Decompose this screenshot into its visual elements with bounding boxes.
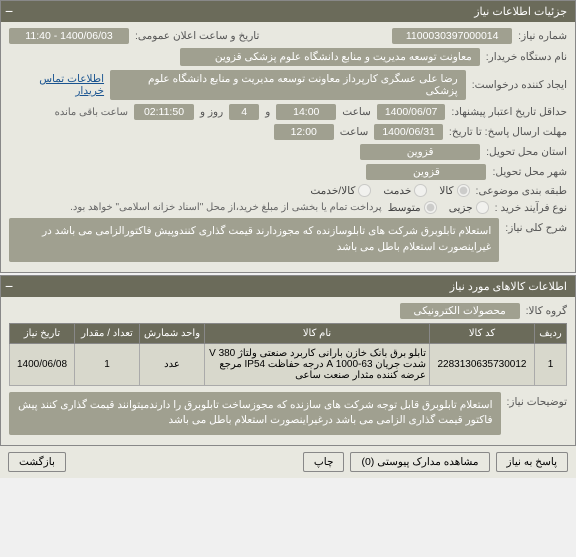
buyer-org-value: معاونت توسعه مدیریت و منابع دانشگاه علوم… [180,48,480,66]
public-datetime-label: تاریخ و ساعت اعلان عمومی: [135,30,259,42]
td-code: 2283130635730012 [430,343,535,385]
cat-both-label: کالا/خدمت [310,185,355,197]
attachments-button[interactable]: مشاهده مدارک پیوستی (0) [350,452,489,472]
group-label: گروه کالا: [526,305,567,317]
td-date: 1400/06/08 [10,343,75,385]
table-row: 12283130635730012تابلو برق بانک خازن بار… [10,343,567,385]
buy-type-label: نوع فرآیند خرید : [495,202,567,214]
summary-label: شرح کلی نیاز: [505,218,567,234]
cat-both-item: کالا/خدمت [310,184,371,197]
days-unit: روز و [200,106,223,118]
summary-value: استعلام تابلوبرق شرکت های تابلوسازنده که… [9,218,499,262]
print-button[interactable]: چاپ [303,452,345,472]
deadline-time: 14:00 [276,104,336,120]
bt-mid-item: متوسط [388,201,437,214]
city-value: قزوین [366,164,486,180]
td-row: 1 [535,343,567,385]
table-header-row: ردیف کد کالا نام کالا واحد شمارش تعداد /… [10,323,567,343]
buy-type-radios: جزیی متوسط [388,201,489,214]
days-count: 4 [229,104,259,120]
td-name: تابلو برق بانک خازن بارانی کاربرد صنعتی … [205,343,430,385]
province-label: استان محل تحویل: [486,146,567,158]
remaining-label: ساعت باقی مانده [55,107,128,118]
cat-goods-radio [457,184,470,197]
group-value: محصولات الکترونیکی [400,303,520,319]
th-unit: واحد شمارش [140,323,205,343]
province-value: قزوین [360,144,480,160]
buyer-org-label: نام دستگاه خریدار: [486,51,567,63]
deadline-label: حداقل تاریخ اعتبار پیشنهاد: [451,106,567,118]
bt-low-radio [476,201,489,214]
price-date: 1400/06/31 [374,124,443,140]
collapse-icon[interactable]: − [5,3,13,19]
public-datetime-value: 1400/06/03 - 11:40 [9,28,129,44]
info-panel-header: جزئیات اطلاعات نیاز − [1,1,575,22]
request-no-label: شماره نیاز: [518,30,567,42]
cat-service-item: خدمت [383,184,427,197]
category-radios: کالا خدمت کالا/خدمت [310,184,469,197]
need-desc-value: استعلام تابلوبرق قابل توجه شرکت های سازن… [9,392,501,436]
time-label-1: ساعت [342,106,371,118]
bt-mid-label: متوسط [388,202,421,214]
deadline-date: 1400/06/07 [377,104,446,120]
time-label-2: ساعت [340,126,369,138]
bt-mid-radio [424,201,437,214]
remaining-time: 02:11:50 [134,104,194,120]
td-qty: 1 [75,343,140,385]
cat-both-radio [358,184,371,197]
cat-service-radio [414,184,427,197]
items-panel-header: اطلاعات کالاهای مورد نیاز − [1,276,575,297]
bt-low-label: جزیی [449,202,473,214]
th-code: کد کالا [430,323,535,343]
items-table: ردیف کد کالا نام کالا واحد شمارش تعداد /… [9,323,567,386]
category-label: طبقه بندی موضوعی: [476,185,567,197]
creator-value: رضا علی عسگری کارپرداز معاونت توسعه مدیر… [110,70,466,100]
creator-label: ایجاد کننده درخواست: [472,79,567,91]
request-no-value: 1100030397000014 [392,28,512,44]
items-panel-title: اطلاعات کالاهای مورد نیاز [450,281,567,293]
contact-link[interactable]: اطلاعات تماس خریدار [9,73,104,97]
info-panel: جزئیات اطلاعات نیاز − شماره نیاز: 110003… [0,0,576,273]
days-and: و [265,106,270,118]
td-unit: عدد [140,343,205,385]
city-label: شهر محل تحویل: [492,166,567,178]
info-panel-body: شماره نیاز: 1100030397000014 تاریخ و ساع… [1,22,575,272]
reply-button[interactable]: پاسخ به نیاز [496,452,568,472]
items-panel-body: گروه کالا: محصولات الکترونیکی ردیف کد کا… [1,297,575,446]
th-qty: تعداد / مقدار [75,323,140,343]
th-name: نام کالا [205,323,430,343]
price-until-label: مهلت ارسال پاسخ: تا تاریخ: [449,126,567,138]
payment-note: پرداخت تمام یا بخشی از مبلغ خرید،از محل … [70,202,382,213]
cat-goods-item: کالا [439,184,469,197]
th-date: تاریخ نیاز [10,323,75,343]
bt-low-item: جزیی [449,201,489,214]
cat-service-label: خدمت [383,185,411,197]
items-panel: اطلاعات کالاهای مورد نیاز − گروه کالا: م… [0,275,576,447]
back-button[interactable]: بازگشت [8,452,66,472]
info-panel-title: جزئیات اطلاعات نیاز [474,6,567,18]
th-row: ردیف [535,323,567,343]
cat-goods-label: کالا [439,185,453,197]
collapse-icon-2[interactable]: − [5,278,13,294]
price-time: 12:00 [274,124,334,140]
need-desc-label: توضیحات نیاز: [507,392,568,408]
footer-buttons: پاسخ به نیاز مشاهده مدارک پیوستی (0) چاپ… [0,446,576,478]
